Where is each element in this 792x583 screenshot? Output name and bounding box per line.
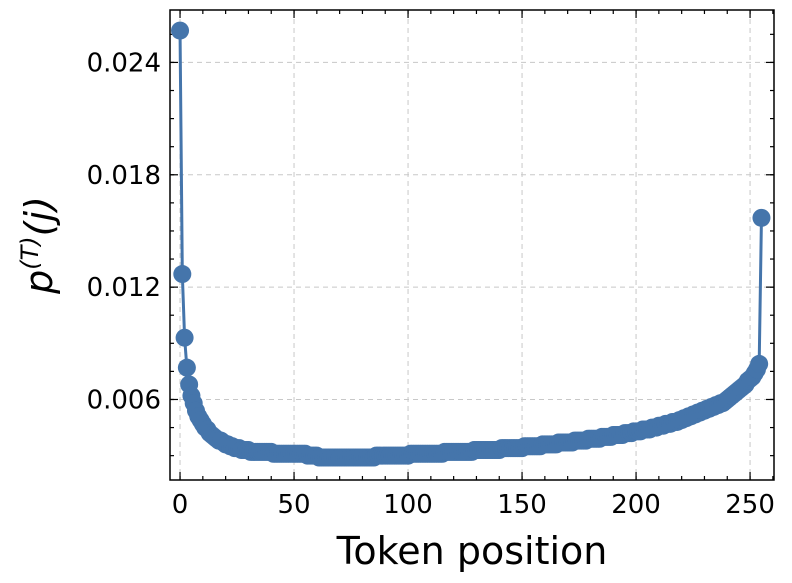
x-tick-label: 150	[497, 490, 547, 520]
plot-frame	[169, 9, 775, 481]
y-tick-label: 0.006	[87, 385, 161, 415]
y-label-base: p	[17, 270, 61, 295]
data-point	[175, 328, 194, 347]
x-tick-label: 100	[383, 490, 433, 520]
x-tick-label: 0	[172, 490, 189, 520]
data-point	[171, 21, 190, 40]
data-point	[177, 358, 196, 377]
y-axis-label: p(T)(j)	[16, 196, 61, 295]
x-axis-label: Token position	[336, 529, 608, 573]
data-point	[750, 354, 769, 373]
y-label-sup: (T)	[16, 236, 44, 269]
data-line	[178, 30, 763, 460]
data-point	[173, 265, 192, 284]
y-tick-label: 0.024	[87, 48, 161, 78]
x-tick-label: 250	[725, 490, 775, 520]
y-tick-label: 0.012	[87, 273, 161, 303]
data-point	[752, 208, 771, 227]
y-label-arg: (j)	[17, 196, 61, 236]
y-tick-label: 0.018	[87, 161, 161, 191]
x-tick-label: 200	[611, 490, 661, 520]
x-tick-label: 50	[277, 490, 310, 520]
